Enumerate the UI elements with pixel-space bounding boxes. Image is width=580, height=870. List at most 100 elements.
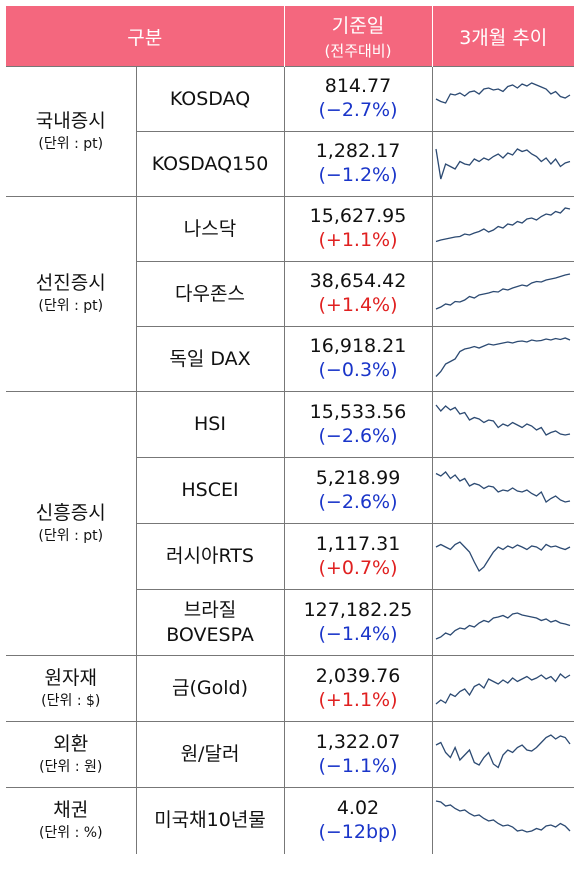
trend-cell: [431, 457, 574, 524]
trend-line: [435, 672, 571, 704]
index-name: 원/달러: [135, 721, 284, 788]
trend-line: [435, 82, 571, 104]
trend-sparkline: [435, 148, 571, 180]
index-value-cell: 2,039.76 (+1.1%): [283, 655, 432, 722]
trend-cell: [431, 391, 574, 458]
section-label: 외환 (단위 : 원): [6, 721, 136, 788]
trend-sparkline: [435, 733, 571, 769]
trend-line: [435, 470, 571, 503]
section-name: 선진증시: [35, 272, 106, 295]
index-value-cell: 5,218.99 (−2.6%): [283, 457, 432, 524]
section-label: 신흥증시 (단위 : pt): [6, 391, 136, 656]
trend-line: [436, 611, 571, 640]
index-name: 미국채10년물: [135, 787, 284, 854]
table-row: 러시아RTS 1,117.31 (+0.7%): [6, 523, 574, 590]
index-name: 다우존스: [135, 261, 284, 327]
index-name: 독일 DAX: [135, 326, 284, 392]
index-value: 1,282.17: [315, 140, 401, 163]
table-row: KOSDAQ150 1,282.17 (−1.2%): [6, 131, 574, 197]
trend-cell: [431, 261, 574, 327]
trend-line: [435, 540, 571, 572]
table-row: 원자재 (단위 : $) 금(Gold) 2,039.76 (+1.1%): [6, 655, 574, 722]
section-name: 국내증시: [35, 109, 106, 132]
section-unit: (단위 : 원): [39, 758, 103, 775]
weekly-change: (−2.6%): [318, 490, 398, 513]
market-table: 구분 기준일 (전주대비) 3개월 추이 국내증시 (단위 : pt) KOSDAQ…: [6, 6, 574, 854]
trend-sparkline: [435, 337, 571, 377]
trend-line: [435, 404, 571, 436]
trend-sparkline: [436, 800, 571, 833]
table-row: 국내증시 (단위 : pt) KOSDAQ 814.77 (−2.7%): [6, 66, 574, 197]
index-value-cell: 38,654.42 (+1.4%): [283, 261, 432, 327]
trend-cell: [431, 523, 574, 590]
index-name: 금(Gold): [135, 655, 284, 722]
section-name: 채권: [53, 799, 89, 822]
table-row: 채권 (단위 : %) 미국채10년물 4.02 (−12bp): [6, 787, 574, 854]
table-row: 선진증시 (단위 : pt) 나스닥 15,627.95 (+1.1%): [6, 196, 574, 392]
trend-line: [436, 273, 571, 310]
index-value: 38,654.42: [309, 270, 407, 293]
trend-cell: [431, 787, 574, 854]
index-value: 127,182.25: [303, 598, 413, 621]
table-row: 신흥증시 (단위 : pt) HSI 15,533.56 (−2.6%): [6, 391, 574, 656]
section-name: 원자재: [44, 666, 97, 689]
trend-line: [435, 733, 571, 769]
trend-line: [436, 800, 571, 833]
index-value-cell: 4.02 (−12bp): [283, 787, 432, 854]
weekly-change: (−1.4%): [318, 622, 398, 645]
index-name: 브라질 BOVESPA: [135, 589, 284, 656]
index-value-cell: 15,627.95 (+1.1%): [283, 196, 432, 262]
weekly-change: (+1.1%): [318, 229, 398, 251]
index-value-cell: 15,533.56 (−2.6%): [283, 391, 432, 458]
index-value-cell: 814.77 (−2.7%): [283, 66, 432, 132]
trend-cell: [431, 721, 574, 788]
header-row: 구분 기준일 (전주대비) 3개월 추이: [6, 6, 574, 67]
trend-cell: [431, 131, 574, 197]
section-unit: (단위 : %): [38, 824, 103, 841]
trend-sparkline: [436, 611, 571, 640]
index-name: 나스닥: [135, 196, 284, 262]
header-value-line2: (전주대비): [324, 42, 392, 60]
index-value: 814.77: [324, 75, 392, 98]
index-value-cell: 1,282.17 (−1.2%): [283, 131, 432, 197]
section-unit: (단위 : $): [41, 692, 101, 709]
weekly-change: (−1.2%): [318, 164, 398, 186]
index-name: KOSDAQ150: [135, 131, 284, 197]
index-value: 15,627.95: [309, 205, 407, 228]
trend-sparkline: [435, 470, 571, 503]
section-label: 국내증시 (단위 : pt): [6, 66, 136, 197]
trend-sparkline: [435, 404, 571, 436]
header-trend: 3개월 추이: [432, 6, 574, 67]
trend-line: [435, 148, 571, 180]
section-unit: (단위 : pt): [38, 135, 104, 152]
trend-sparkline: [435, 672, 571, 704]
header-value: 기준일 (전주대비): [284, 6, 433, 67]
index-value: 15,533.56: [309, 400, 407, 423]
table-row: HSCEI 5,218.99 (−2.6%): [6, 457, 574, 524]
table-row: 브라질 BOVESPA 127,182.25 (−1.4%): [6, 589, 574, 656]
trend-cell: [431, 326, 574, 392]
trend-line: [435, 337, 571, 377]
index-name: KOSDAQ: [135, 66, 284, 132]
index-value-cell: 16,918.21 (−0.3%): [283, 326, 432, 392]
table-row: 외환 (단위 : 원) 원/달러 1,322.07 (−1.1%): [6, 721, 574, 788]
header-value-line1: 기준일: [331, 15, 385, 37]
index-value-cell: 1,117.31 (+0.7%): [283, 523, 432, 590]
section-name: 신흥증시: [35, 501, 106, 524]
trend-line: [436, 207, 571, 243]
trend-cell: [431, 655, 574, 722]
section-unit: (단위 : pt): [38, 298, 104, 315]
index-value: 16,918.21: [309, 335, 407, 358]
weekly-change: (+1.1%): [318, 688, 398, 711]
weekly-change: (+0.7%): [318, 556, 398, 579]
weekly-change: (−1.1%): [318, 754, 398, 777]
trend-sparkline: [435, 82, 571, 104]
index-name: HSCEI: [135, 457, 284, 524]
weekly-change: (−2.6%): [318, 424, 398, 447]
weekly-change: (+1.4%): [318, 294, 398, 316]
index-value: 2,039.76: [315, 664, 401, 687]
trend-cell: [431, 66, 574, 132]
index-value: 1,322.07: [315, 730, 401, 753]
trend-sparkline: [436, 207, 571, 243]
section-label: 선진증시 (단위 : pt): [6, 196, 136, 392]
